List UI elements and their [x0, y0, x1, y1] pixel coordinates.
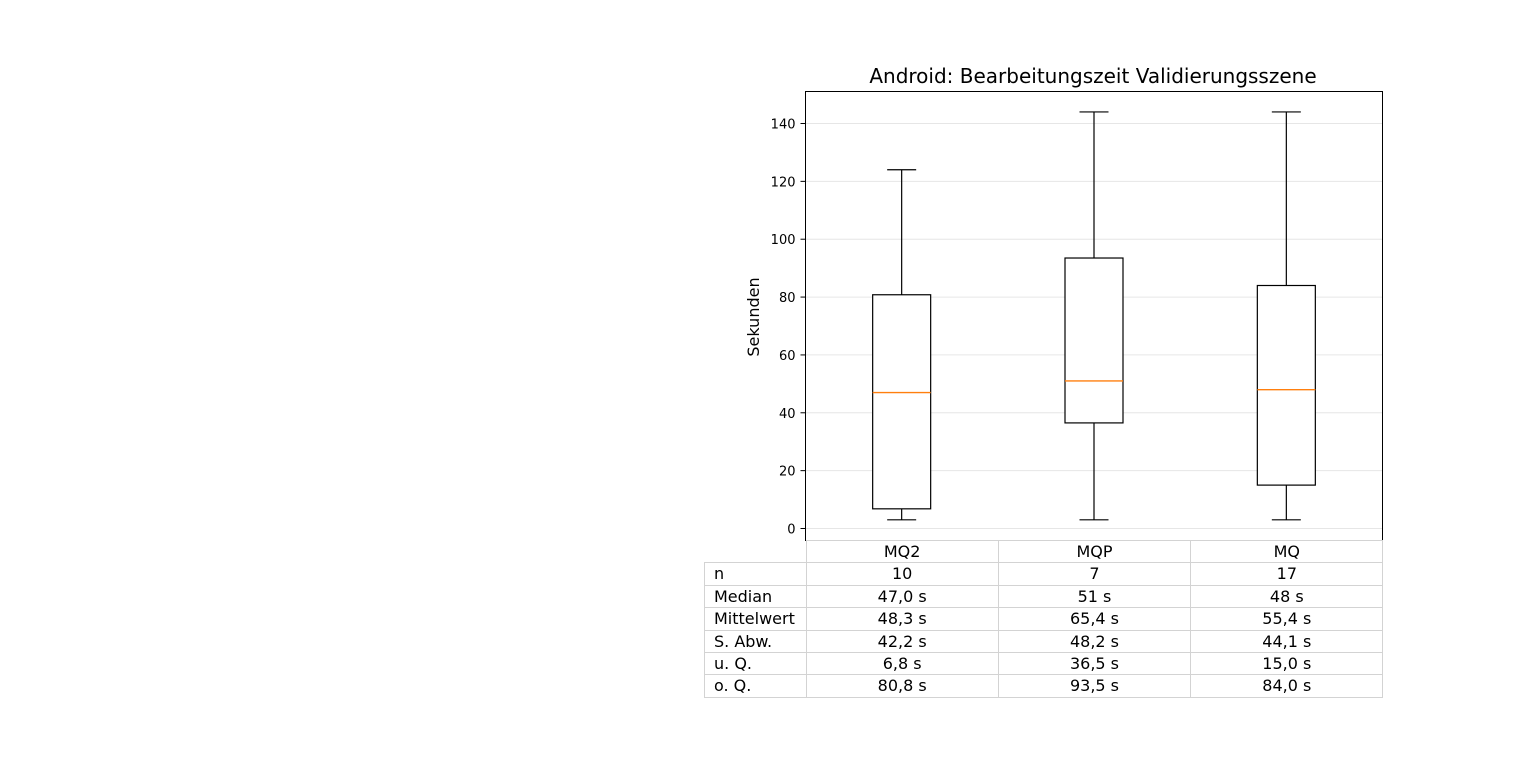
y-tick-label: 40 [779, 407, 796, 422]
table-row-label: S. Abw. [704, 629, 807, 653]
table-cell: 48,2 s [997, 629, 1192, 653]
table-cell: 47,0 s [805, 584, 999, 609]
table-cell: 44,1 s [1190, 629, 1384, 653]
box-mq2 [872, 169, 932, 521]
y-tick-label: 60 [779, 349, 796, 364]
table-cell: 15,0 s [1190, 652, 1384, 676]
table-row-label: u. Q. [704, 652, 807, 676]
table-col-header: MQP [997, 540, 1192, 564]
table-cell: 7 [997, 562, 1192, 586]
box-mq [1256, 111, 1316, 521]
y-tick-label: 20 [779, 465, 796, 480]
y-tick-label: 100 [771, 233, 796, 248]
table-cell: 48 s [1190, 584, 1384, 609]
table-col-header: MQ [1190, 540, 1384, 564]
table-row-label: o. Q. [704, 674, 807, 698]
boxes [872, 111, 1316, 521]
iqr-box [1064, 257, 1124, 424]
table-col-header: MQ2 [805, 540, 999, 564]
y-axis-label: Sekunden [744, 277, 763, 356]
table-cell: 51 s [997, 584, 1192, 609]
table-row-label: Median [704, 584, 807, 609]
table-cell: 42,2 s [805, 629, 999, 653]
chart-title: Android: Bearbeitungszeit Validierungssz… [869, 64, 1316, 88]
y-tick-label: 140 [771, 118, 796, 133]
table-row-label: Mittelwert [704, 607, 807, 631]
y-tick-label: 120 [771, 175, 796, 190]
table-row-label: n [704, 562, 807, 586]
y-axis-ticks: 0 20 40 60 80 100 120 140 [771, 118, 806, 538]
table-cell: 55,4 s [1190, 607, 1384, 631]
table-cell: 93,5 s [997, 674, 1192, 698]
table-cell: 84,0 s [1190, 674, 1384, 698]
iqr-box [1256, 284, 1316, 486]
table-cell: 80,8 s [805, 674, 999, 698]
table-cell: 48,3 s [805, 607, 999, 631]
iqr-box [872, 294, 932, 510]
table-cell: 17 [1190, 562, 1384, 586]
y-tick-label: 0 [787, 523, 795, 538]
table-cell: 10 [805, 562, 999, 586]
table-cell: 6,8 s [805, 652, 999, 676]
y-tick-label: 80 [779, 291, 796, 306]
box-mqp [1064, 111, 1124, 521]
table-cell: 36,5 s [997, 652, 1192, 676]
table-cell: 65,4 s [997, 607, 1192, 631]
